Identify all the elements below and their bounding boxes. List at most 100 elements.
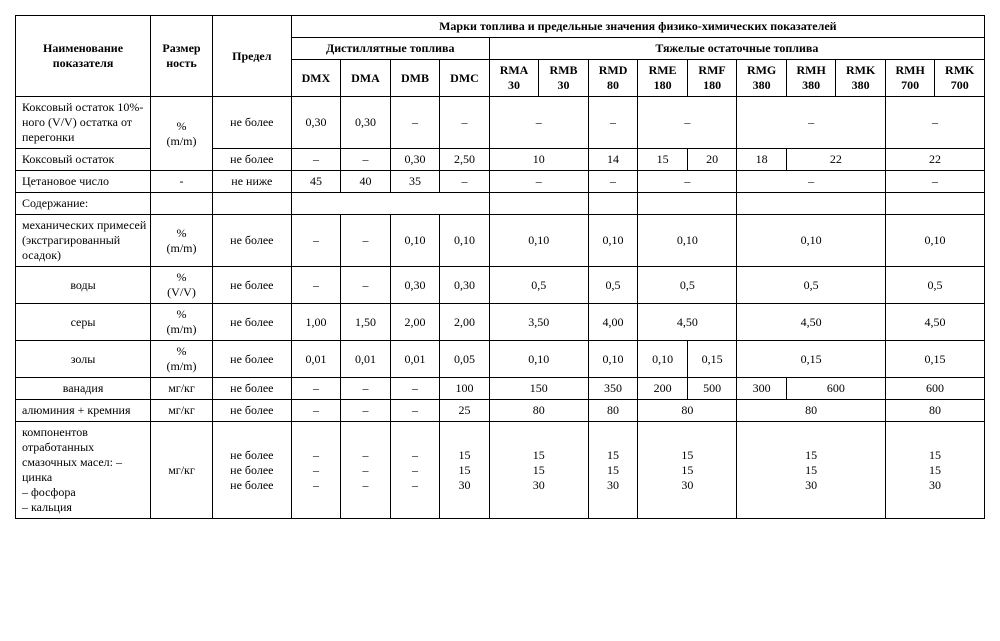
row11-unit: мг/кг <box>151 422 213 519</box>
cell: – <box>291 378 341 400</box>
cell: 0,30 <box>390 267 440 304</box>
cell: – <box>638 97 737 149</box>
row7-name: серы <box>16 304 151 341</box>
col-unit-header: Размер ность <box>151 16 213 97</box>
table-row: Содержание: <box>16 193 985 215</box>
cell: 350 <box>588 378 638 400</box>
cell: 0,10 <box>489 215 588 267</box>
cell: 40 <box>341 171 391 193</box>
cell: 0,01 <box>390 341 440 378</box>
cell: 0,01 <box>341 341 391 378</box>
cell: 4,50 <box>885 304 984 341</box>
cell: 10 <box>489 149 588 171</box>
cell: – <box>341 215 391 267</box>
cell: – <box>737 97 886 149</box>
cell: 0,10 <box>489 341 588 378</box>
cell: – <box>440 97 490 149</box>
cell: 2,00 <box>390 304 440 341</box>
cell: 0,15 <box>885 341 984 378</box>
row8-name: золы <box>16 341 151 378</box>
cell: 0,10 <box>588 341 638 378</box>
cell-empty <box>291 193 489 215</box>
cell: 25 <box>440 400 490 422</box>
cell: 15 15 30 <box>638 422 737 519</box>
col-residual-header: Тяжелые остаточные топлива <box>489 38 984 60</box>
cell: 2,50 <box>440 149 490 171</box>
cell: – <box>489 171 588 193</box>
cell-empty <box>737 193 886 215</box>
table-row: золы % (m/m) не более 0,01 0,01 0,01 0,0… <box>16 341 985 378</box>
row8-unit: % (m/m) <box>151 341 213 378</box>
table-row: компонентов отработанных смазочных масел… <box>16 422 985 519</box>
cell: 15 <box>638 149 688 171</box>
cell-empty <box>212 193 291 215</box>
header-row-1: Наименование показателя Размер ность Пре… <box>16 16 985 38</box>
row5-limit: не более <box>212 215 291 267</box>
cell: – <box>489 97 588 149</box>
cell-empty <box>638 193 737 215</box>
cell: 600 <box>885 378 984 400</box>
col-rmk380: RMK 380 <box>836 60 886 97</box>
cell: – – – <box>390 422 440 519</box>
row11-limit: не более не более не более <box>212 422 291 519</box>
cell: 150 <box>489 378 588 400</box>
col-rmg380: RMG 380 <box>737 60 787 97</box>
col-rme180: RME 180 <box>638 60 688 97</box>
cell-empty <box>489 193 588 215</box>
cell: 4,50 <box>638 304 737 341</box>
row1-name: Коксовый остаток 10%- ного (V/V) остатка… <box>16 97 151 149</box>
fuel-spec-table: Наименование показателя Размер ность Пре… <box>15 15 985 519</box>
cell: 35 <box>390 171 440 193</box>
cell: 0,10 <box>390 215 440 267</box>
cell: 500 <box>687 378 737 400</box>
col-dmb: DMB <box>390 60 440 97</box>
col-rmf180: RMF 180 <box>687 60 737 97</box>
cell: 0,15 <box>737 341 886 378</box>
cell: – <box>737 171 886 193</box>
cell: 100 <box>440 378 490 400</box>
cell: 0,10 <box>737 215 886 267</box>
cell: – <box>885 171 984 193</box>
table-row: серы % (m/m) не более 1,00 1,50 2,00 2,0… <box>16 304 985 341</box>
cell: 0,10 <box>440 215 490 267</box>
cell: 22 <box>786 149 885 171</box>
cell: 4,50 <box>737 304 886 341</box>
cell: 80 <box>885 400 984 422</box>
cell: 80 <box>638 400 737 422</box>
col-rmd80: RMD 80 <box>588 60 638 97</box>
cell: 45 <box>291 171 341 193</box>
row9-limit: не более <box>212 378 291 400</box>
cell: 0,5 <box>885 267 984 304</box>
cell: – – – <box>291 422 341 519</box>
cell-empty <box>885 193 984 215</box>
table-row: воды % (V/V) не более – – 0,30 0,30 0,5 … <box>16 267 985 304</box>
cell: 200 <box>638 378 688 400</box>
row9-unit: мг/кг <box>151 378 213 400</box>
cell: – <box>885 97 984 149</box>
cell: 0,5 <box>638 267 737 304</box>
row3-name: Цетановое число <box>16 171 151 193</box>
row6-unit: % (V/V) <box>151 267 213 304</box>
row5-unit: % (m/m) <box>151 215 213 267</box>
col-limit-header: Предел <box>212 16 291 97</box>
table-row: Цетановое число - не ниже 45 40 35 – – –… <box>16 171 985 193</box>
col-dmc: DMC <box>440 60 490 97</box>
col-distillate-header: Дистиллятные топлива <box>291 38 489 60</box>
cell: 0,30 <box>291 97 341 149</box>
cell: 0,5 <box>489 267 588 304</box>
col-rmk700: RMK 700 <box>935 60 985 97</box>
row9-name: ванадия <box>16 378 151 400</box>
cell: 0,10 <box>638 341 688 378</box>
row10-unit: мг/кг <box>151 400 213 422</box>
cell: 0,15 <box>687 341 737 378</box>
cell: – <box>390 400 440 422</box>
col-rmh380: RMH 380 <box>786 60 836 97</box>
cell: 22 <box>885 149 984 171</box>
cell: 15 15 30 <box>588 422 638 519</box>
cell: – <box>291 400 341 422</box>
cell: 0,10 <box>885 215 984 267</box>
cell: 2,00 <box>440 304 490 341</box>
cell: 15 15 30 <box>440 422 490 519</box>
col-rmb30: RMB 30 <box>539 60 589 97</box>
cell: 15 15 30 <box>737 422 886 519</box>
